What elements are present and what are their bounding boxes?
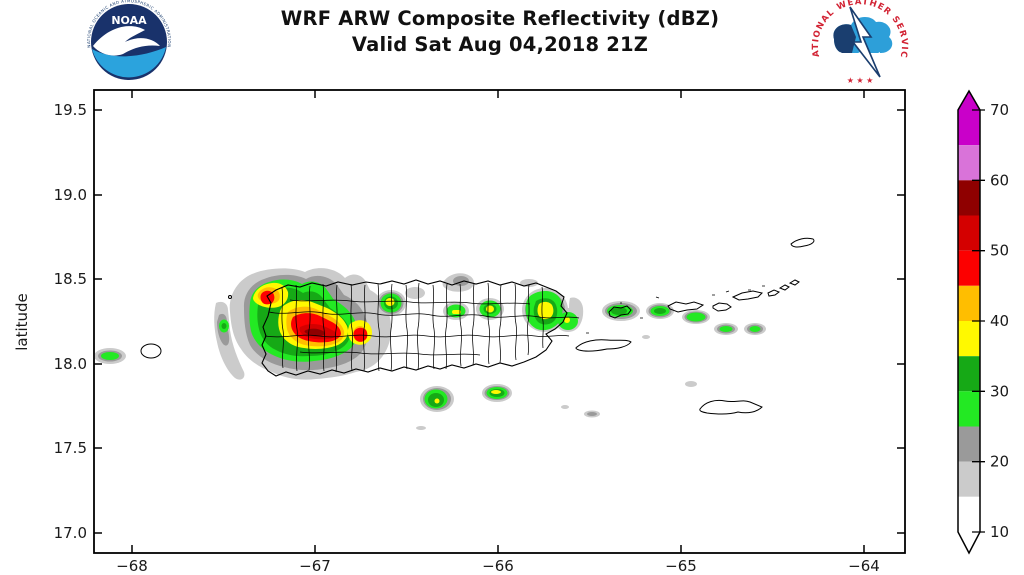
x-axis: −68 −67 −66 −65 −64: [116, 557, 880, 575]
y-tick-label: 18.0: [54, 355, 87, 373]
municipio-boundaries-horizontal: [264, 299, 580, 356]
colorbar-tick-label: 10: [990, 523, 1009, 541]
y-tick-label: 17.0: [54, 524, 87, 542]
axes-frame: [93, 89, 906, 554]
st-john-outline: [712, 302, 732, 312]
colorbar: 70 60 50 40 30 20 10: [957, 89, 1009, 555]
mona-island-outline: [140, 343, 162, 359]
colorbar-segments: [958, 110, 980, 532]
colorbar-top-arrow: [958, 91, 980, 110]
axis-ticks: [94, 90, 905, 553]
colorbar-ticks: [972, 109, 985, 533]
y-tick-label: 19.5: [54, 101, 87, 119]
y-axis: 19.5 19.0 18.5 18.0 17.5 17.0: [54, 101, 87, 542]
small-cays: [586, 285, 765, 334]
st-thomas-outline: [667, 301, 705, 313]
reflectivity-55dbz-layer: [304, 328, 325, 337]
colorbar-labels: 70 60 50 40 30 20 10: [990, 101, 1009, 541]
figure-title: WRF ARW Composite Reflectivity (dBZ) Val…: [230, 6, 770, 58]
puerto-rico-coastline: [261, 279, 568, 377]
y-axis-label: latitude: [13, 293, 31, 351]
colorbar-tick-label: 40: [990, 312, 1009, 330]
x-tick-label: −68: [116, 557, 148, 575]
colorbar-bottom-arrow: [958, 532, 980, 553]
colorbar-tick-label: 30: [990, 382, 1009, 400]
x-tick-label: −67: [299, 557, 331, 575]
noaa-logo: NATIONAL OCEANIC AND ATMOSPHERIC ADMINIS…: [81, 0, 177, 90]
y-tick-label: 17.5: [54, 439, 87, 457]
noaa-globe-lower: [92, 47, 166, 78]
x-tick-label: −66: [482, 557, 514, 575]
nws-lightning-icon: [849, 6, 881, 78]
colorbar-tick-label: 60: [990, 171, 1009, 189]
noaa-label: NOAA: [111, 14, 147, 27]
colorbar-tick-label: 20: [990, 453, 1009, 471]
colorbar-tick-label: 50: [990, 242, 1009, 260]
culebra-outline: [608, 305, 632, 319]
title-line-1: WRF ARW Composite Reflectivity (dBZ): [280, 7, 720, 30]
anegada-outline: [790, 237, 815, 248]
y-tick-label: 18.5: [54, 270, 87, 288]
noaa-seagull-icon: [93, 26, 160, 56]
virgin-gorda-outline: [767, 279, 800, 297]
colorbar-tick-label: 70: [990, 101, 1009, 119]
x-tick-label: −65: [665, 557, 697, 575]
map-layer: [95, 237, 815, 430]
y-tick-label: 19.0: [54, 186, 87, 204]
coastline-layer: [140, 237, 815, 415]
municipio-boundaries-vertical: [281, 282, 544, 373]
st-croix-outline: [699, 399, 763, 415]
nws-logo: NATIONAL WEATHER SERVICE ★ ★ ★: [810, 0, 910, 95]
tortola-outline: [731, 290, 763, 301]
x-tick-label: −64: [848, 557, 880, 575]
title-line-2: Valid Sat Aug 04,2018 21Z: [351, 33, 649, 56]
nws-cloud-shadow: [833, 24, 856, 53]
desecheo-island-outline: [228, 295, 232, 299]
nws-stars: ★ ★ ★: [847, 76, 874, 85]
vieques-outline: [575, 339, 632, 352]
